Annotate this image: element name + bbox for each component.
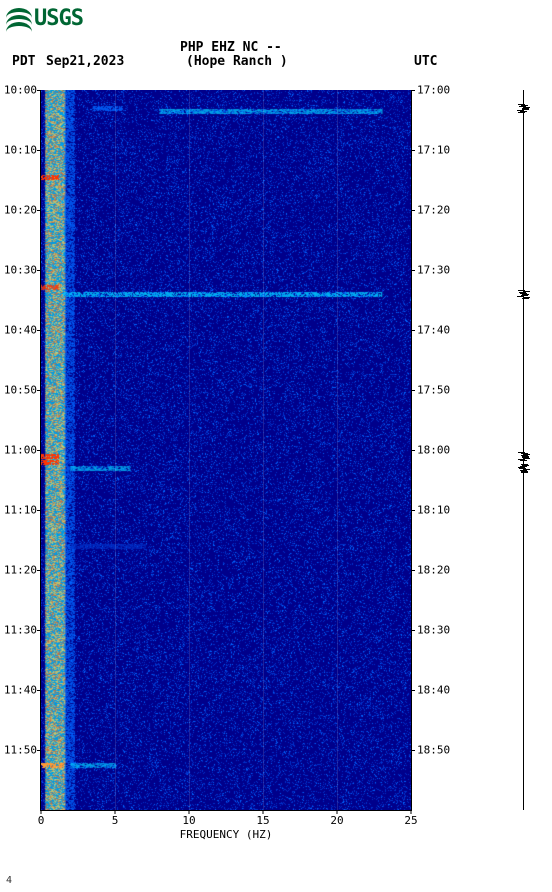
ytick-left: 10:30 [4,264,37,277]
x-axis-label: FREQUENCY (HZ) [180,828,273,841]
ytick-right: 18:30 [417,624,450,637]
usgs-wave-icon [6,10,32,28]
tz-left-label: PDT [12,54,35,69]
ytick-right: 17:20 [417,204,450,217]
trace-blip [522,298,529,299]
usgs-logo: USGS [6,6,83,31]
xtick: 0 [38,814,45,827]
trace-baseline [523,90,524,810]
date-label: Sep21,2023 [46,54,124,69]
trace-blip [518,112,525,113]
ytick-left: 10:20 [4,204,37,217]
logo-text: USGS [34,6,83,31]
ytick-right: 18:40 [417,684,450,697]
ytick-left: 10:50 [4,384,37,397]
ytick-right: 17:50 [417,384,450,397]
vgrid-line [263,90,264,810]
trace-blip [520,460,527,461]
xtick: 5 [112,814,119,827]
chart-title-line2: (Hope Ranch ) [186,54,288,69]
ytick-left: 11:00 [4,444,37,457]
seismic-trace [516,90,530,810]
tz-right-label: UTC [414,54,437,69]
ytick-left: 10:10 [4,144,37,157]
ytick-right: 17:10 [417,144,450,157]
ytick-right: 17:00 [417,84,450,97]
ytick-left: 10:40 [4,324,37,337]
xtick: 20 [330,814,343,827]
trace-blip [521,472,528,473]
spectrogram-canvas [41,90,411,810]
xtick: 25 [404,814,417,827]
ytick-right: 18:50 [417,744,450,757]
ytick-left: 10:00 [4,84,37,97]
ytick-left: 11:50 [4,744,37,757]
ytick-right: 18:10 [417,504,450,517]
ytick-left: 11:10 [4,504,37,517]
chart-title-line1: PHP EHZ NC -- [180,40,282,55]
ytick-left: 11:30 [4,624,37,637]
xtick: 10 [182,814,195,827]
ytick-left: 11:20 [4,564,37,577]
ytick-right: 17:30 [417,264,450,277]
vgrid-line [115,90,116,810]
spectrogram-plot: 10:0017:0010:1017:1010:2017:2010:3017:30… [40,90,412,811]
footer-mark: 4 [6,875,12,886]
vgrid-line [189,90,190,810]
ytick-right: 18:20 [417,564,450,577]
ytick-left: 11:40 [4,684,37,697]
vgrid-line [337,90,338,810]
xtick: 15 [256,814,269,827]
ytick-right: 17:40 [417,324,450,337]
ytick-right: 18:00 [417,444,450,457]
